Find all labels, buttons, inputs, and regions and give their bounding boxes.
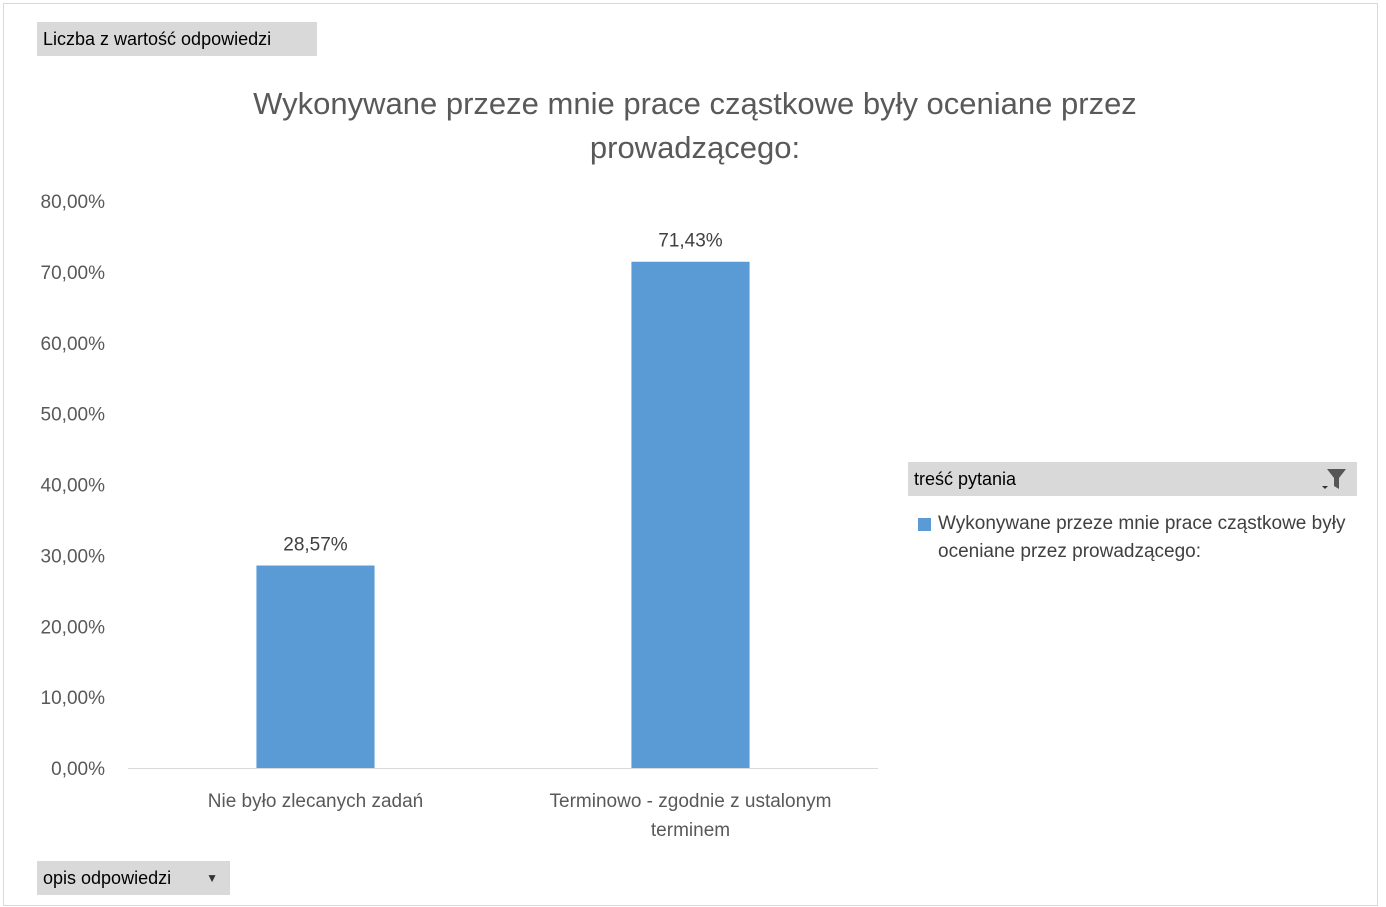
- chart-title: Wykonywane przeze mnie prace cząstkowe b…: [253, 86, 1137, 165]
- y-tick-label: 60,00%: [41, 334, 106, 355]
- y-tick-label: 80,00%: [41, 192, 106, 213]
- filter-icon[interactable]: [1319, 467, 1347, 491]
- bar: [256, 565, 375, 768]
- y-tick-label: 0,00%: [51, 759, 105, 780]
- y-tick-label: 50,00%: [41, 405, 106, 426]
- values-field-button[interactable]: Liczba z wartość odpowiedzi: [37, 22, 317, 56]
- chevron-down-icon: ▼: [206, 871, 218, 885]
- data-label: 28,57%: [283, 535, 348, 556]
- bar: [631, 261, 750, 768]
- legend-entry-label: Wykonywane przeze mnie prace cząstkowe b…: [938, 513, 1346, 562]
- y-tick-label: 20,00%: [41, 617, 106, 638]
- legend-entry: Wykonywane przeze mnie prace cząstkowe b…: [918, 510, 1368, 566]
- y-tick-label: 40,00%: [41, 476, 106, 497]
- axis-field-label: opis odpowiedzi: [43, 867, 172, 888]
- legend-swatch: [918, 518, 931, 531]
- x-tick-label: Nie było zlecanych zadań: [208, 791, 423, 812]
- y-tick-label: 30,00%: [41, 546, 106, 567]
- x-tick-label: Terminowo - zgodnie z ustalonym terminem: [550, 791, 832, 841]
- legend-field-button[interactable]: treść pytania: [908, 462, 1357, 496]
- values-field-label: Liczba z wartość odpowiedzi: [43, 28, 272, 49]
- y-tick-label: 10,00%: [41, 688, 106, 709]
- legend-field-label: treść pytania: [914, 468, 1017, 489]
- data-label: 71,43%: [658, 231, 723, 252]
- chart-frame: [3, 3, 1378, 906]
- y-tick-label: 70,00%: [41, 263, 106, 284]
- axis-field-button[interactable]: opis odpowiedzi ▼: [37, 861, 230, 895]
